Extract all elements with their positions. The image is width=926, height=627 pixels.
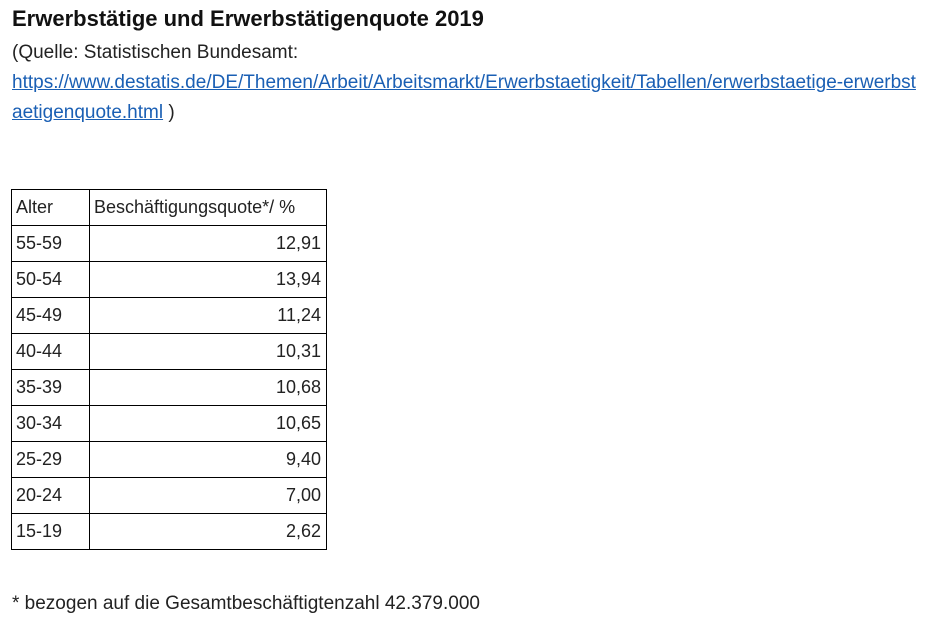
source-note: (Quelle: Statistischen Bundesamt: https:… <box>12 38 917 128</box>
table-row: 45-49 11,24 <box>11 297 327 334</box>
age-cell: 40-44 <box>11 333 90 370</box>
age-cell: 35-39 <box>11 369 90 406</box>
column-header-rate: Beschäftigungsquote*/ % <box>89 189 327 226</box>
rate-cell: 10,65 <box>89 405 327 442</box>
age-cell: 15-19 <box>11 513 90 550</box>
source-link[interactable]: https://www.destatis.de/DE/Themen/Arbeit… <box>12 72 916 123</box>
table-header-row: Alter Beschäftigungsquote*/ % <box>11 189 327 226</box>
rate-cell: 7,00 <box>89 477 327 514</box>
age-cell: 20-24 <box>11 477 90 514</box>
rate-cell: 11,24 <box>89 297 327 334</box>
age-cell: 55-59 <box>11 225 90 262</box>
rate-cell: 2,62 <box>89 513 327 550</box>
table-row: 15-19 2,62 <box>11 513 327 550</box>
source-suffix: ) <box>168 102 175 123</box>
age-cell: 25-29 <box>11 441 90 478</box>
footnote: * bezogen auf die Gesamtbeschäftigtenzah… <box>12 593 480 614</box>
table-row: 50-54 13,94 <box>11 261 327 298</box>
page-title: Erwerbstätige und Erwerbstätigenquote 20… <box>12 6 484 31</box>
rate-cell: 9,40 <box>89 441 327 478</box>
rate-cell: 10,68 <box>89 369 327 406</box>
table-row: 20-24 7,00 <box>11 477 327 514</box>
source-prefix: (Quelle: Statistischen Bundesamt: <box>12 42 299 63</box>
table-row: 25-29 9,40 <box>11 441 327 478</box>
age-cell: 45-49 <box>11 297 90 334</box>
table-row: 35-39 10,68 <box>11 369 327 406</box>
column-header-age: Alter <box>11 189 90 226</box>
age-cell: 30-34 <box>11 405 90 442</box>
rate-cell: 12,91 <box>89 225 327 262</box>
table-row: 55-59 12,91 <box>11 225 327 262</box>
age-cell: 50-54 <box>11 261 90 298</box>
table-row: 30-34 10,65 <box>11 405 327 442</box>
rate-cell: 10,31 <box>89 333 327 370</box>
employment-rate-table: Alter Beschäftigungsquote*/ % 55-59 12,9… <box>11 189 327 550</box>
rate-cell: 13,94 <box>89 261 327 298</box>
table-row: 40-44 10,31 <box>11 333 327 370</box>
